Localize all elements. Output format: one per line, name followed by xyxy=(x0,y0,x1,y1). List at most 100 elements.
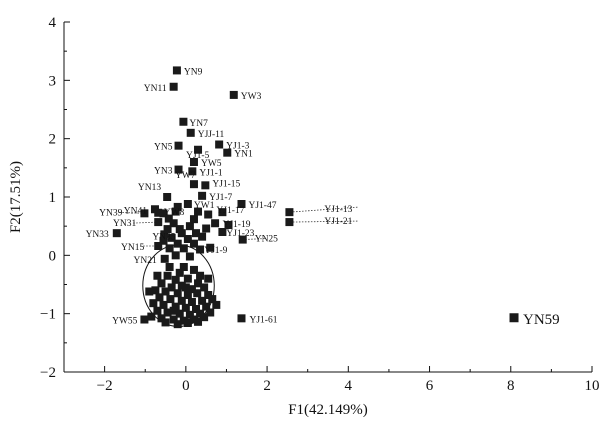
data-point xyxy=(198,296,207,305)
data-point-yn41 xyxy=(150,205,159,214)
data-point-yj1-15 xyxy=(201,181,210,190)
labeled-points xyxy=(112,66,519,324)
point-label-yn21: YN21 xyxy=(133,256,156,266)
data-point xyxy=(171,207,180,216)
x-tick-label: 4 xyxy=(345,378,353,394)
data-point-yw1 xyxy=(183,200,192,208)
data-point xyxy=(202,224,211,233)
data-point xyxy=(175,225,184,234)
point-label-yj1-5: YJ1-5 xyxy=(186,151,209,161)
data-point-yj1-9 xyxy=(206,243,215,252)
point-label-yn13: YN13 xyxy=(138,183,161,193)
point-label-yw8: YW8 xyxy=(164,208,185,218)
leader-line xyxy=(289,220,358,223)
data-point-yj1-23 xyxy=(218,228,227,236)
x-tick-label: 10 xyxy=(585,378,600,394)
data-point xyxy=(192,305,200,313)
data-point xyxy=(171,251,180,260)
data-point xyxy=(189,239,198,248)
point-label-yj1-9: YJ1-9 xyxy=(204,246,227,256)
data-point-yj1-5 xyxy=(194,145,203,154)
data-point xyxy=(165,244,174,253)
point-label-yn41: YN41 xyxy=(124,206,147,216)
data-point xyxy=(194,279,203,288)
point-label-yj1-23: YJ1-23 xyxy=(226,229,254,239)
data-point xyxy=(164,214,173,223)
leader-line xyxy=(289,206,358,213)
data-point-yw5 xyxy=(189,158,198,166)
point-label-yn39: YN39 xyxy=(99,208,122,218)
data-point-yj1-13 xyxy=(285,208,294,217)
data-point xyxy=(166,295,175,304)
y-tick-label: 1 xyxy=(49,190,57,206)
point-label-yw3: YW3 xyxy=(241,92,262,102)
data-point xyxy=(179,244,188,253)
data-point xyxy=(204,210,213,219)
leader-line xyxy=(119,211,145,214)
data-point xyxy=(145,287,154,296)
data-point xyxy=(151,286,160,295)
data-point xyxy=(173,289,182,298)
data-point xyxy=(169,315,178,324)
data-point xyxy=(167,283,176,292)
data-point xyxy=(171,275,180,284)
data-point xyxy=(161,287,170,296)
point-label-yj1-21: YJ1-21 xyxy=(324,217,352,227)
data-point xyxy=(147,312,156,321)
y-tick-label: 3 xyxy=(49,73,57,89)
y-tick-label: 0 xyxy=(49,248,57,264)
data-point xyxy=(157,279,166,288)
y-tick-label: 2 xyxy=(49,132,57,148)
data-point xyxy=(163,271,172,280)
data-point-yj1-1 xyxy=(188,167,197,176)
data-point-yj1-7 xyxy=(198,191,207,200)
data-point-yn33 xyxy=(112,229,121,238)
leader-line xyxy=(133,221,159,224)
point-label-yj1-1: YJ1-1 xyxy=(199,168,222,178)
point-label-yn25: YN25 xyxy=(255,235,278,245)
point-label-yw1: YW1 xyxy=(194,201,215,211)
data-point xyxy=(169,219,178,228)
point-label-yj1-3: YJ1-3 xyxy=(226,142,249,152)
data-point xyxy=(175,309,184,318)
data-point xyxy=(179,316,188,325)
x-axis-title: F1(42.149%) xyxy=(288,402,368,418)
data-point xyxy=(153,306,162,315)
data-point xyxy=(208,295,217,304)
data-point xyxy=(167,233,176,242)
data-point xyxy=(177,296,186,305)
data-point xyxy=(153,271,162,280)
y-ticks: −2 −1 0 1 2 3 4 xyxy=(40,15,70,381)
data-point xyxy=(196,309,205,318)
data-point xyxy=(194,317,203,326)
x-tick-label: 6 xyxy=(426,378,434,394)
data-point-yn21 xyxy=(160,254,169,263)
data-point xyxy=(163,308,172,317)
y-axis-title: F2(17.51%) xyxy=(8,161,24,233)
point-label-yn35: YN35 xyxy=(152,232,175,242)
data-point-yn3 xyxy=(174,165,183,174)
data-point xyxy=(183,291,192,299)
data-point xyxy=(202,302,211,311)
data-point-yw3 xyxy=(229,90,238,99)
data-point-yn15 xyxy=(154,242,163,250)
data-point-yn31 xyxy=(154,218,163,227)
point-label-yw7: YW7 xyxy=(175,171,196,181)
point-label-yj1-17: YJ1-17 xyxy=(216,206,244,216)
data-point xyxy=(173,239,182,248)
data-point-yj1-21 xyxy=(285,218,294,227)
y-tick-label: 4 xyxy=(49,15,57,31)
data-point xyxy=(181,303,190,312)
point-label-yj1-15: YJ1-15 xyxy=(212,179,240,189)
data-point xyxy=(200,283,209,292)
data-point xyxy=(192,229,200,238)
data-point xyxy=(211,219,220,228)
data-point xyxy=(198,232,207,241)
data-point-yw8 xyxy=(173,202,182,211)
data-point xyxy=(189,265,198,274)
data-point xyxy=(183,235,192,243)
data-point-yn39 xyxy=(140,209,149,218)
data-point xyxy=(204,291,213,299)
data-point-yjj-11 xyxy=(186,128,195,137)
